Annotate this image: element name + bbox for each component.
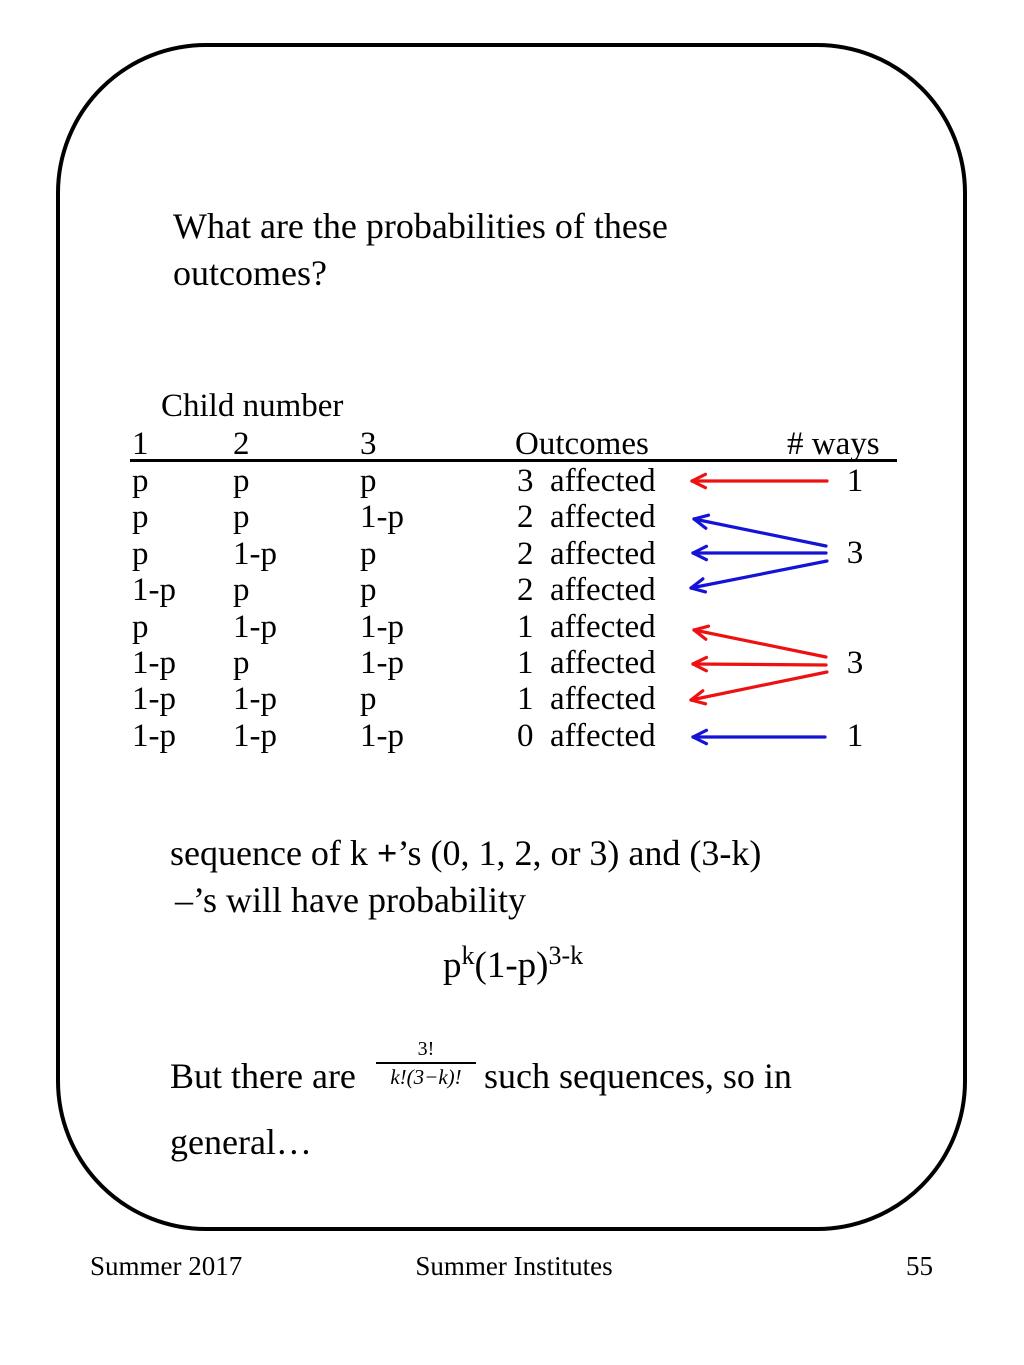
footer-date: Summer 2017 [90, 1251, 243, 1281]
cell-child2: 1-p [233, 609, 277, 645]
table-row: 1-p p p 2 affected [0, 573, 1024, 607]
header-underline [130, 459, 897, 462]
page-title: What are the probabilities of these outc… [173, 206, 668, 293]
cell-child3: 1-p [360, 609, 404, 645]
table-row: p 1-p p 2 affected [0, 537, 1024, 571]
cell-child3: p [360, 536, 377, 572]
general-text: general… [170, 1122, 312, 1162]
exponent-k: k [461, 941, 475, 970]
cell-child2: p [233, 499, 250, 535]
cell-child2: p [233, 463, 250, 499]
table-row: p p p 3 affected [0, 464, 1024, 498]
cell-outcome: 0 affected [517, 718, 656, 754]
exponent-3-k: 3-k [548, 941, 584, 970]
cell-child2: p [233, 645, 250, 681]
cell-outcome: 1 affected [517, 609, 656, 645]
sequence-line2: –’s will have probability [175, 880, 526, 920]
footer-org: Summer Institutes [415, 1251, 613, 1281]
combinations-text-before: But there are [170, 1056, 356, 1096]
cell-outcome: 2 affected [517, 572, 656, 608]
column-header-child-1: 1 [132, 426, 149, 462]
column-header-outcomes: Outcomes [515, 426, 649, 462]
table-row: 1-p 1-p 1-p 0 affected [0, 719, 1024, 753]
cell-child1: 1-p [132, 572, 176, 608]
cell-outcome: 1 affected [517, 681, 656, 717]
cell-child1: p [132, 499, 149, 535]
cell-child2: 1-p [233, 681, 277, 717]
ways-count: 3 [846, 645, 864, 681]
cell-child1: p [132, 609, 149, 645]
cell-outcome: 2 affected [517, 536, 656, 572]
table-row: 1-p p 1-p 1 affected [0, 646, 1024, 680]
cell-child1: 1-p [132, 718, 176, 754]
table-row: 1-p 1-p p 1 affected [0, 682, 1024, 716]
sequence-paragraph: sequence of k +’s (0, 1, 2, or 3) and (3… [170, 830, 850, 924]
cell-outcome: 3 affected [517, 463, 656, 499]
cell-child3: p [360, 681, 377, 717]
table-row: p 1-p 1-p 1 affected [0, 610, 1024, 644]
cell-child3: 1-p [360, 499, 404, 535]
cell-child3: 1-p [360, 645, 404, 681]
cell-child1: p [132, 536, 149, 572]
cell-child2: p [233, 572, 250, 608]
cell-outcome: 1 affected [517, 645, 656, 681]
table-row: p p 1-p 2 affected [0, 500, 1024, 534]
cell-child3: 1-p [360, 718, 404, 754]
column-header-child-3: 3 [360, 426, 377, 462]
cell-child3: p [360, 572, 377, 608]
slide-border [56, 43, 967, 1231]
probability-formula: pk(1-p)3-k [443, 941, 584, 986]
cell-child2: 1-p [233, 536, 277, 572]
fraction-denominator: k!(3−k)! [390, 1065, 462, 1089]
ways-count: 1 [846, 463, 864, 499]
cell-child1: p [132, 463, 149, 499]
column-header-ways: # ways [787, 426, 880, 462]
cell-child2: 1-p [233, 718, 277, 754]
cell-child3: p [360, 463, 377, 499]
combinations-text-after: such sequences, so in [484, 1056, 792, 1096]
cell-child1: 1-p [132, 645, 176, 681]
column-header-child-2: 2 [233, 426, 250, 462]
ways-count: 3 [846, 535, 864, 571]
cell-child1: 1-p [132, 681, 176, 717]
fraction-numerator: 3! [376, 1037, 476, 1064]
plus-sign: + [376, 833, 398, 873]
footer-page-number: 55 [906, 1251, 933, 1281]
combinations-fraction: 3! k!(3−k)! [376, 1037, 476, 1091]
ways-count: 1 [846, 718, 864, 754]
sequence-line1: sequence of k +’s (0, 1, 2, or 3) and (3… [170, 833, 762, 873]
cell-outcome: 2 affected [517, 499, 656, 535]
table-group-header: Child number [161, 388, 344, 424]
